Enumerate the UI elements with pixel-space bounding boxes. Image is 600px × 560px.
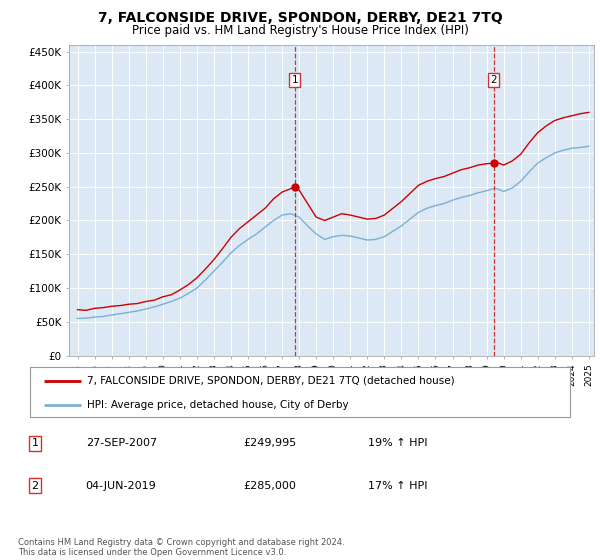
Text: 7, FALCONSIDE DRIVE, SPONDON, DERBY, DE21 7TQ (detached house): 7, FALCONSIDE DRIVE, SPONDON, DERBY, DE2…: [86, 376, 454, 386]
Text: 04-JUN-2019: 04-JUN-2019: [86, 480, 157, 491]
Text: 17% ↑ HPI: 17% ↑ HPI: [368, 480, 427, 491]
Text: 7, FALCONSIDE DRIVE, SPONDON, DERBY, DE21 7TQ: 7, FALCONSIDE DRIVE, SPONDON, DERBY, DE2…: [98, 11, 502, 25]
Text: £249,995: £249,995: [244, 438, 297, 449]
FancyBboxPatch shape: [30, 367, 570, 417]
Text: 1: 1: [31, 438, 38, 449]
Text: HPI: Average price, detached house, City of Derby: HPI: Average price, detached house, City…: [86, 400, 349, 409]
Text: Contains HM Land Registry data © Crown copyright and database right 2024.
This d: Contains HM Land Registry data © Crown c…: [18, 538, 344, 557]
Text: £285,000: £285,000: [244, 480, 296, 491]
Text: 27-SEP-2007: 27-SEP-2007: [86, 438, 157, 449]
Text: 1: 1: [292, 75, 298, 85]
Text: Price paid vs. HM Land Registry's House Price Index (HPI): Price paid vs. HM Land Registry's House …: [131, 24, 469, 37]
Text: 19% ↑ HPI: 19% ↑ HPI: [368, 438, 427, 449]
Text: 2: 2: [490, 75, 497, 85]
Text: 2: 2: [31, 480, 38, 491]
